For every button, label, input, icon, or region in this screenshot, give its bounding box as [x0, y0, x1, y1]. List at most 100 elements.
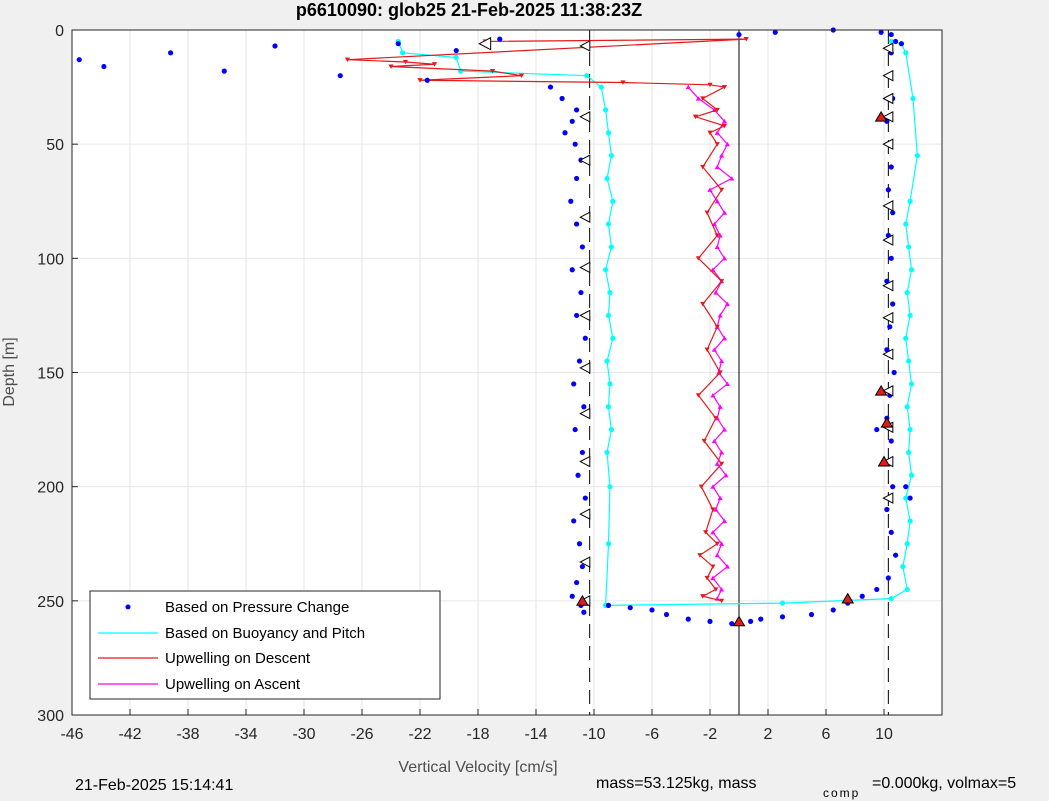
pressure-point — [76, 57, 82, 63]
pressure-point — [891, 369, 897, 376]
ascent-marker — [714, 130, 720, 135]
footer-comp-values: =0.000kg, volmax=5 — [872, 775, 1016, 792]
pressure-point — [559, 95, 565, 102]
buoyancy-point — [910, 95, 916, 102]
x-tick-label: 6 — [822, 726, 831, 743]
descent-marker — [717, 370, 723, 375]
buoyancy-point — [904, 541, 910, 547]
buoyancy-point — [400, 50, 406, 56]
pressure-triangle-marker — [579, 362, 591, 374]
ascent-marker — [714, 198, 720, 204]
pressure-point — [903, 484, 909, 490]
descent-marker — [719, 598, 725, 604]
descent-marker — [703, 530, 709, 535]
x-tick-label: -6 — [645, 726, 659, 743]
x-tick-label: -26 — [350, 726, 373, 743]
pressure-triangle-marker — [579, 407, 591, 420]
descent-marker — [692, 114, 699, 120]
pressure-triangle-marker — [478, 36, 492, 51]
y-tick-label: 0 — [55, 23, 64, 40]
descent-marker — [489, 69, 496, 74]
pressure-triangle-marker — [882, 311, 894, 324]
pressure-point — [579, 563, 586, 570]
buoyancy-point — [908, 267, 915, 273]
ascent-marker — [717, 495, 723, 501]
pressure-triangle-marker — [579, 556, 591, 568]
pressure-point — [582, 335, 588, 341]
x-axis-label: Vertical Velocity [cm/s] — [398, 759, 557, 776]
descent-marker — [743, 37, 749, 42]
buoyancy-line — [397, 40, 918, 607]
y-tick-label: 200 — [37, 480, 64, 497]
ascent-marker — [710, 529, 716, 535]
descent-marker — [714, 541, 720, 547]
buoyancy-point — [605, 312, 612, 319]
pressure-triangle-marker — [579, 211, 591, 224]
x-tick-label: -14 — [524, 726, 547, 743]
x-tick-label: -10 — [582, 726, 605, 743]
ascent-marker — [719, 450, 725, 455]
buoyancy-point — [903, 50, 909, 56]
pressure-point — [569, 267, 575, 273]
pressure-point — [221, 68, 227, 74]
legend-label-descent: Upwelling on Descent — [165, 650, 311, 667]
pressure-triangle-marker — [882, 110, 894, 123]
x-tick-label: -18 — [466, 726, 489, 743]
x-tick-label: -30 — [292, 726, 315, 743]
buoyancy-point — [453, 54, 459, 61]
pressure-triangle-marker — [579, 455, 591, 468]
pressure-triangle-marker — [882, 348, 894, 361]
pressure-point — [547, 84, 554, 90]
ascent-marker — [710, 484, 716, 489]
buoyancy-point — [903, 335, 909, 341]
pressure-point — [890, 210, 896, 216]
pressure-point — [885, 575, 891, 581]
descent-marker — [713, 587, 719, 592]
descent-marker — [704, 575, 710, 581]
ascent-marker — [719, 153, 725, 158]
y-axis-label: Depth [m] — [1, 337, 18, 406]
descent-marker — [344, 57, 351, 63]
ascent-marker — [721, 255, 728, 261]
pressure-triangle-marker — [882, 199, 894, 212]
pressure-triangle-marker — [579, 508, 591, 520]
ascent-marker — [707, 187, 713, 192]
pressure-triangle-marker — [882, 234, 894, 246]
pressure-point — [272, 43, 278, 49]
pressure-point — [808, 611, 815, 618]
pressure-point — [888, 529, 894, 535]
ascent-marker — [719, 587, 725, 592]
pressure-point — [707, 618, 713, 624]
descent-marker — [719, 279, 725, 284]
descent-marker — [704, 347, 710, 353]
pressure-point — [579, 449, 586, 456]
highlight-triangle-marker — [732, 615, 746, 627]
buoyancy-point — [906, 449, 912, 456]
buoyancy-point — [608, 244, 615, 250]
x-axis-ticks: -46 -42 -38 -34 -30 -26 -22 -18 -14 -10 -6 -2 2 6 10 — [60, 709, 893, 743]
x-tick-label: 10 — [875, 726, 893, 743]
pressure-point — [571, 381, 577, 387]
pressure-point — [888, 164, 894, 170]
pressure-triangle-marker — [882, 69, 894, 82]
pressure-point — [574, 221, 580, 227]
descent-marker — [714, 142, 720, 147]
pressure-point — [571, 518, 577, 524]
buoyancy-point — [584, 73, 590, 79]
pressure-point — [729, 621, 735, 627]
descent-marker — [388, 64, 394, 69]
pressure-triangle-marker — [882, 384, 894, 397]
x-tick-label: -42 — [118, 726, 141, 743]
legend-box — [89, 590, 441, 700]
buoyancy-point — [604, 358, 610, 364]
footer-mass: mass=53.125kg, mass — [596, 775, 757, 792]
pressure-point — [574, 107, 580, 113]
buoyancy-point — [607, 484, 613, 490]
ascent-marker — [721, 210, 728, 215]
buoyancy-point — [607, 289, 613, 296]
buoyancy-point — [903, 495, 909, 501]
pressure-point — [578, 289, 584, 296]
pressure-point — [885, 187, 891, 193]
buoyancy-point — [607, 381, 613, 387]
